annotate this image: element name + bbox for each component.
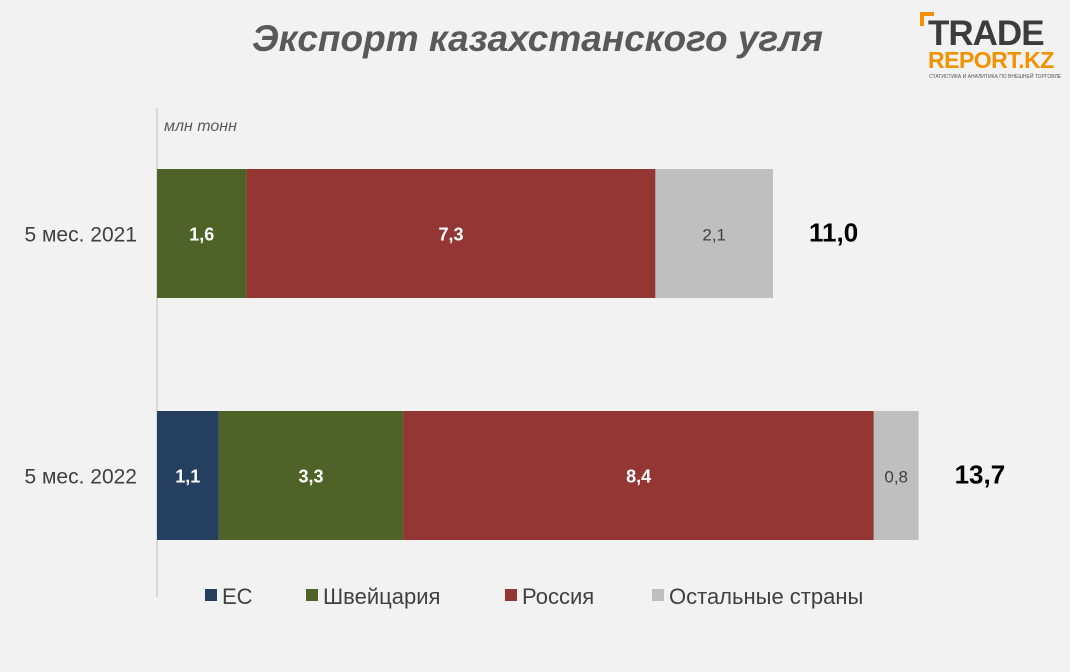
legend-label: Остальные страны <box>669 584 863 609</box>
total-label: 13,7 <box>955 460 1006 490</box>
logo-corner-mark <box>920 12 934 26</box>
data-label: 8,4 <box>626 467 651 487</box>
bar-segment <box>218 411 404 540</box>
legend-swatch <box>505 589 517 601</box>
bar-segment <box>157 169 247 298</box>
category-label: 5 мес. 2022 <box>24 466 137 489</box>
data-label: 2,1 <box>702 226 726 245</box>
chart-title: Экспорт казахстанского угля <box>252 18 823 59</box>
bar-segment <box>403 411 874 540</box>
logo-text-report: REPORT.KZ <box>928 47 1054 73</box>
unit-label: млн тонн <box>164 118 237 135</box>
data-label: 0,8 <box>884 468 908 487</box>
legend-label: ЕС <box>222 584 253 609</box>
data-label: 7,3 <box>438 225 463 245</box>
category-label: 5 мес. 2021 <box>24 224 137 247</box>
total-label: 11,0 <box>809 218 858 248</box>
data-label: 3,3 <box>298 467 323 487</box>
data-label: 1,6 <box>189 225 214 245</box>
bar-segment <box>655 169 773 298</box>
logo-text-trade: TRADE <box>928 14 1045 53</box>
legend-swatch <box>205 589 217 601</box>
bar-segment <box>246 169 656 298</box>
legend-swatch <box>306 589 318 601</box>
legend-label: Швейцария <box>323 584 440 609</box>
data-label: 1,1 <box>175 467 200 487</box>
trade-report-logo: TRADE REPORT.KZ СТАТИСТИКА И АНАЛИТИКА П… <box>918 10 1061 84</box>
legend-swatch <box>652 589 664 601</box>
legend-label: Россия <box>522 584 594 609</box>
bar-segment <box>157 411 219 540</box>
bar-segment <box>873 411 919 540</box>
logo-tagline: СТАТИСТИКА И АНАЛИТИКА ПО ВНЕШНЕЙ ТОРГОВ… <box>929 74 1062 80</box>
